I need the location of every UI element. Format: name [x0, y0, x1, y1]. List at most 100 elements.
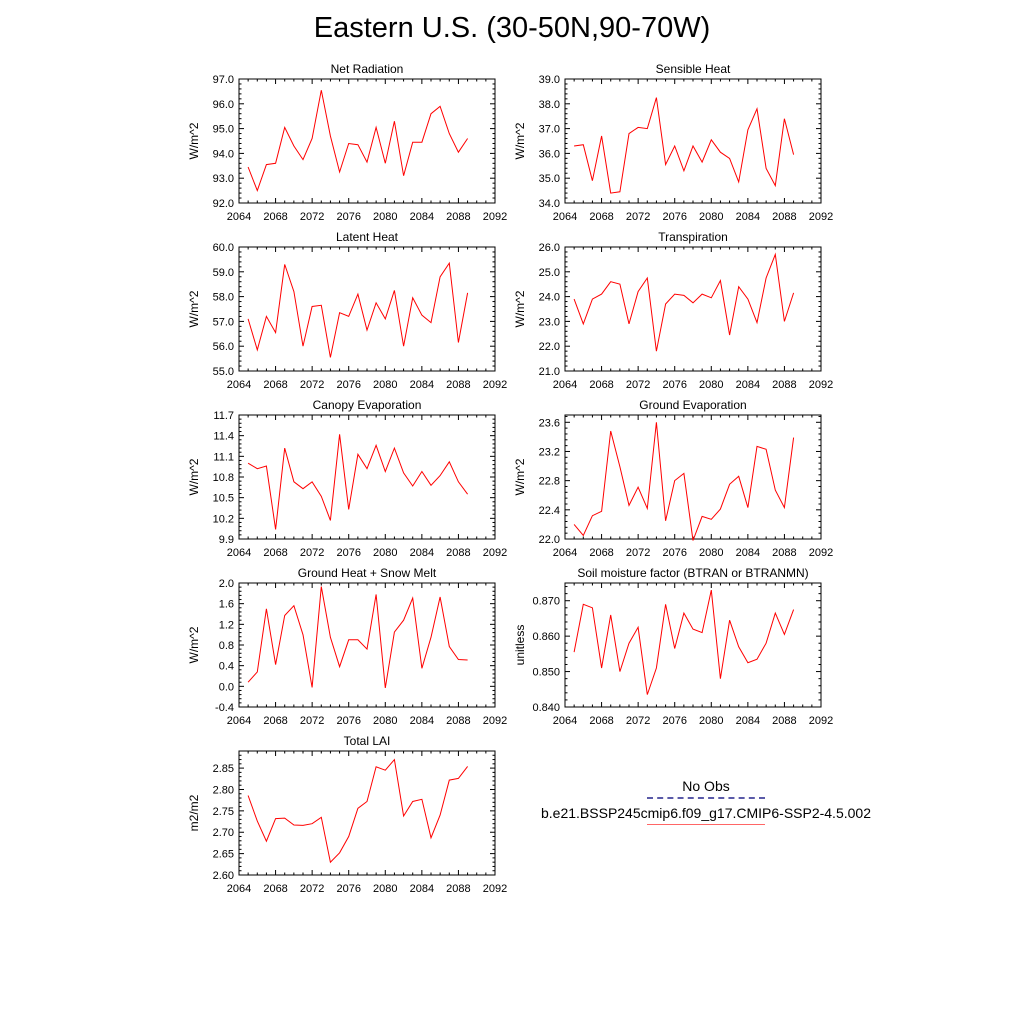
x-tick-label: 2084 — [736, 211, 760, 223]
y-tick-label: 25.0 — [539, 267, 560, 279]
x-tick-label: 2068 — [589, 379, 613, 391]
x-tick-label: 2076 — [336, 211, 360, 223]
y-tick-label: 58.0 — [213, 292, 234, 304]
y-tick-label: 11.1 — [213, 451, 234, 463]
chart-title: Soil moisture factor (BTRAN or BTRANMN) — [577, 566, 808, 580]
x-tick-label: 2088 — [446, 379, 470, 391]
x-tick-label: 2072 — [626, 547, 650, 559]
y-tick-label: 97.0 — [213, 74, 234, 86]
x-tick-label: 2076 — [662, 715, 686, 727]
y-axis-label: unitless — [513, 625, 527, 666]
series-line — [247, 758, 468, 864]
y-tick-label: 38.0 — [539, 99, 560, 111]
series-line — [574, 97, 795, 194]
x-tick-label: 2072 — [300, 883, 324, 895]
y-tick-label: 2.65 — [213, 849, 234, 861]
y-tick-label: 10.8 — [213, 472, 234, 484]
y-axis-label: W/m^2 — [187, 290, 201, 327]
x-tick-label: 2092 — [483, 715, 507, 727]
x-tick-label: 2072 — [626, 379, 650, 391]
x-tick-label: 2080 — [699, 715, 723, 727]
x-tick-label: 2092 — [809, 715, 833, 727]
y-tick-label: 96.0 — [213, 99, 234, 111]
chart-1: Net Radiation W/m^2 2064 2068 2072 2076 2080 20… — [187, 62, 507, 223]
y-tick-label: 10.5 — [213, 493, 234, 505]
y-tick-label: 1.2 — [219, 619, 234, 631]
x-tick-label: 2072 — [626, 715, 650, 727]
x-tick-label: 2092 — [809, 211, 833, 223]
x-tick-label: 2064 — [227, 715, 251, 727]
legend-obs-label: No Obs — [682, 778, 730, 794]
legend: No Obs b.e21.BSSP245cmip6.f09_g17.CMIP6-… — [530, 778, 882, 825]
x-tick-label: 2068 — [263, 211, 287, 223]
x-tick-label: 2080 — [373, 883, 397, 895]
plot-frame — [238, 246, 496, 372]
y-tick-label: 35.0 — [539, 173, 560, 185]
chart-7: Ground Heat + Snow Melt W/m^2 2064 2068 2072… — [187, 566, 507, 727]
y-tick-label: 11.7 — [213, 410, 234, 422]
y-tick-label: 2.70 — [213, 827, 234, 839]
x-tick-label: 2092 — [809, 547, 833, 559]
chart-3: Latent Heat W/m^2 2064 2068 2072 2076 2080 2084… — [187, 230, 507, 391]
y-tick-label: 24.0 — [539, 292, 560, 304]
x-tick-label: 2088 — [446, 715, 470, 727]
y-tick-label: 2.60 — [213, 870, 234, 882]
y-tick-label: 1.6 — [219, 599, 234, 611]
x-tick-label: 2080 — [373, 715, 397, 727]
y-tick-label: 11.4 — [213, 431, 234, 443]
plot-frame — [238, 750, 496, 876]
x-tick-label: 2072 — [300, 547, 324, 559]
plot-frame — [238, 582, 496, 708]
chart-title: Latent Heat — [336, 230, 399, 244]
x-tick-label: 2088 — [446, 547, 470, 559]
x-tick-label: 2084 — [410, 547, 434, 559]
y-tick-label: 0.860 — [532, 631, 560, 643]
y-tick-label: 26.0 — [539, 242, 560, 254]
y-tick-label: 2.85 — [213, 763, 234, 775]
y-tick-label: 39.0 — [539, 74, 560, 86]
x-tick-label: 2064 — [227, 379, 251, 391]
x-tick-label: 2088 — [772, 547, 796, 559]
y-tick-label: 22.0 — [539, 341, 560, 353]
chart-title: Sensible Heat — [656, 62, 731, 76]
y-tick-label: 59.0 — [213, 267, 234, 279]
series-line — [247, 434, 469, 530]
y-axis-label: W/m^2 — [513, 122, 527, 159]
x-tick-label: 2068 — [263, 715, 287, 727]
x-tick-label: 2088 — [772, 379, 796, 391]
x-tick-label: 2088 — [772, 211, 796, 223]
y-tick-label: 92.0 — [213, 198, 234, 210]
chart-title: Canopy Evaporation — [313, 398, 422, 412]
y-tick-label: 9.9 — [219, 534, 234, 546]
y-tick-label: 22.8 — [539, 476, 560, 488]
y-axis-label: W/m^2 — [187, 122, 201, 159]
series-line — [573, 589, 795, 695]
x-tick-label: 2080 — [699, 211, 723, 223]
x-tick-label: 2076 — [336, 883, 360, 895]
y-axis-label: m2/m2 — [187, 794, 201, 831]
series-line — [573, 252, 795, 352]
y-tick-label: 0.870 — [532, 596, 560, 608]
legend-case-line — [647, 824, 765, 825]
y-tick-label: -0.4 — [215, 702, 234, 714]
x-tick-label: 2084 — [736, 547, 760, 559]
x-tick-label: 2072 — [300, 379, 324, 391]
y-tick-label: 0.0 — [219, 681, 234, 693]
x-tick-label: 2068 — [589, 211, 613, 223]
y-tick-label: 55.0 — [213, 366, 234, 378]
x-tick-label: 2080 — [373, 379, 397, 391]
x-tick-label: 2092 — [483, 547, 507, 559]
chart-2: Sensible Heat W/m^2 2064 2068 2072 2076 2080 20… — [513, 62, 833, 223]
legend-case-label: b.e21.BSSP245cmip6.f09_g17.CMIP6-SSP2-4.… — [541, 805, 871, 821]
x-tick-label: 2084 — [410, 379, 434, 391]
y-tick-label: 23.0 — [539, 316, 560, 328]
x-tick-label: 2064 — [553, 547, 577, 559]
y-tick-label: 95.0 — [213, 124, 234, 136]
x-tick-label: 2076 — [336, 547, 360, 559]
x-tick-label: 2088 — [772, 715, 796, 727]
x-tick-label: 2072 — [300, 715, 324, 727]
plot-frame — [564, 582, 822, 708]
y-tick-label: 0.4 — [219, 661, 234, 673]
x-tick-label: 2076 — [662, 379, 686, 391]
plot-frame — [564, 78, 822, 204]
